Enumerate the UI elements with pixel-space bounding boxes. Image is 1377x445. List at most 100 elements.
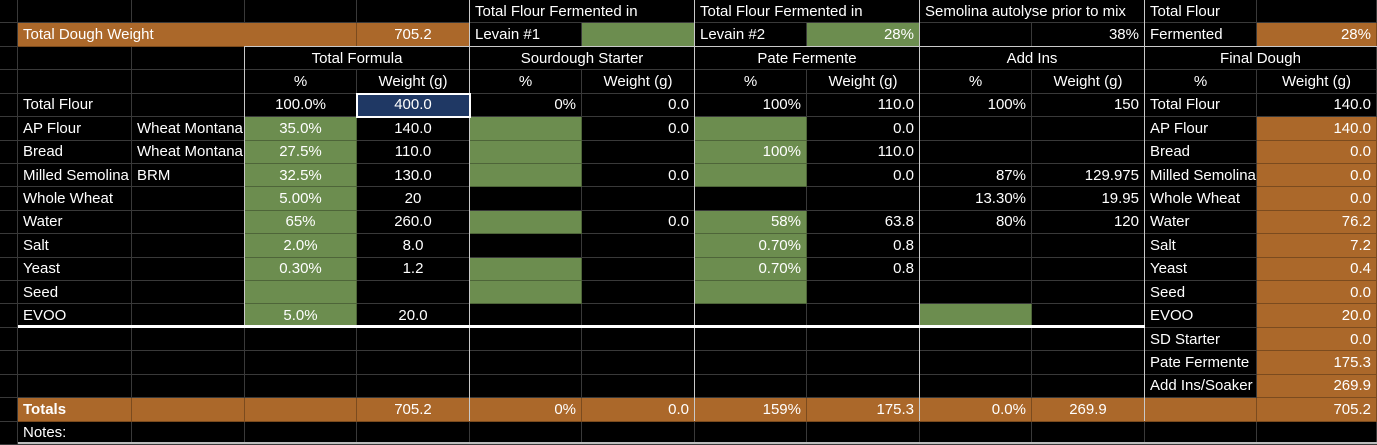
cell-A2[interactable]: [0, 23, 18, 47]
cell-H15[interactable]: [695, 327, 807, 352]
cell-H8[interactable]: [695, 163, 807, 188]
cell-A3[interactable]: [0, 46, 18, 71]
cell-H5[interactable]: 100%: [695, 93, 807, 118]
cell-G19[interactable]: [582, 421, 695, 445]
cell-B1[interactable]: [18, 0, 132, 24]
cell-M8[interactable]: 0.0: [1257, 163, 1377, 188]
cell-I7[interactable]: 110.0: [807, 140, 920, 164]
cell-M16[interactable]: 175.3: [1257, 351, 1377, 375]
cell-B11[interactable]: Salt: [18, 234, 132, 258]
cell-J18[interactable]: 0.0%: [920, 398, 1032, 422]
cell-E13[interactable]: [357, 281, 470, 305]
cell-L1[interactable]: Total Flour: [1145, 0, 1257, 24]
cell-C7[interactable]: Wheat Montana: [132, 140, 245, 164]
cell-C11[interactable]: [132, 234, 245, 258]
cell-L9[interactable]: Whole Wheat: [1145, 187, 1257, 211]
cell-M12[interactable]: 0.4: [1257, 257, 1377, 282]
cell-F13[interactable]: [470, 281, 582, 305]
cell-B10[interactable]: Water: [18, 210, 132, 235]
cell-E1[interactable]: [357, 0, 470, 24]
cell-M13[interactable]: 0.0: [1257, 281, 1377, 305]
cell-M1[interactable]: [1257, 0, 1377, 24]
cell-C1[interactable]: [132, 0, 245, 24]
cell-G2[interactable]: [582, 23, 695, 47]
cell-I16[interactable]: [807, 351, 920, 375]
cell-I8[interactable]: 0.0: [807, 163, 920, 188]
cell-J10[interactable]: 80%: [920, 210, 1032, 235]
cell-H2[interactable]: Levain #2: [695, 23, 807, 47]
cell-E2[interactable]: 705.2: [357, 23, 470, 47]
cell-H13[interactable]: [695, 281, 807, 305]
cell-D11[interactable]: 2.0%: [245, 234, 357, 258]
cell-J11[interactable]: [920, 234, 1032, 258]
cell-H14[interactable]: [695, 304, 807, 328]
cell-L17[interactable]: Add Ins/Soaker: [1145, 374, 1257, 399]
cell-K10[interactable]: 120: [1032, 210, 1145, 235]
cell-J4[interactable]: %: [920, 70, 1032, 94]
cell-B7[interactable]: Bread: [18, 140, 132, 164]
cell-E4[interactable]: Weight (g): [357, 70, 470, 94]
cell-E15[interactable]: [357, 327, 470, 352]
cell-B3[interactable]: [18, 46, 132, 71]
cell-K16[interactable]: [1032, 351, 1145, 375]
cell-A1[interactable]: [0, 0, 18, 24]
cell-F6[interactable]: [470, 117, 582, 141]
cell-I2[interactable]: 28%: [807, 23, 920, 47]
cell-F9[interactable]: [470, 187, 582, 211]
cell-G14[interactable]: [582, 304, 695, 328]
cell-M11[interactable]: 7.2: [1257, 234, 1377, 258]
cell-H9[interactable]: [695, 187, 807, 211]
cell-M4[interactable]: Weight (g): [1257, 70, 1377, 94]
cell-D3[interactable]: Total Formula: [245, 46, 470, 71]
cell-E16[interactable]: [357, 351, 470, 375]
cell-B8[interactable]: Milled Semolina: [18, 163, 132, 188]
cell-D18[interactable]: [245, 398, 357, 422]
cell-K5[interactable]: 150: [1032, 93, 1145, 118]
cell-H4[interactable]: %: [695, 70, 807, 94]
cell-A12[interactable]: [0, 257, 18, 282]
cell-F11[interactable]: [470, 234, 582, 258]
cell-I10[interactable]: 63.8: [807, 210, 920, 235]
cell-F5[interactable]: 0%: [470, 93, 582, 118]
cell-A18[interactable]: [0, 398, 18, 422]
cell-H1[interactable]: Total Flour Fermented in: [695, 0, 920, 24]
cell-K13[interactable]: [1032, 281, 1145, 305]
cell-K19[interactable]: [1032, 421, 1145, 445]
cell-M2[interactable]: 28%: [1257, 23, 1377, 47]
cell-H12[interactable]: 0.70%: [695, 257, 807, 282]
cell-A5[interactable]: [0, 93, 18, 118]
cell-G10[interactable]: 0.0: [582, 210, 695, 235]
cell-D19[interactable]: [245, 421, 357, 445]
cell-L10[interactable]: Water: [1145, 210, 1257, 235]
cell-I19[interactable]: [807, 421, 920, 445]
cell-E17[interactable]: [357, 374, 470, 399]
cell-I18[interactable]: 175.3: [807, 398, 920, 422]
cell-F8[interactable]: [470, 163, 582, 188]
cell-K7[interactable]: [1032, 140, 1145, 164]
cell-L15[interactable]: SD Starter: [1145, 327, 1257, 352]
cell-A19[interactable]: [0, 421, 18, 445]
cell-A6[interactable]: [0, 117, 18, 141]
cell-H11[interactable]: 0.70%: [695, 234, 807, 258]
cell-F12[interactable]: [470, 257, 582, 282]
cell-J3[interactable]: Add Ins: [920, 46, 1145, 71]
cell-J6[interactable]: [920, 117, 1032, 141]
cell-D15[interactable]: [245, 327, 357, 352]
cell-J7[interactable]: [920, 140, 1032, 164]
cell-M10[interactable]: 76.2: [1257, 210, 1377, 235]
cell-G17[interactable]: [582, 374, 695, 399]
cell-F10[interactable]: [470, 210, 582, 235]
cell-L13[interactable]: Seed: [1145, 281, 1257, 305]
cell-M17[interactable]: 269.9: [1257, 374, 1377, 399]
cell-J19[interactable]: [920, 421, 1032, 445]
cell-L3[interactable]: Final Dough: [1145, 46, 1377, 71]
cell-A14[interactable]: [0, 304, 18, 328]
cell-K14[interactable]: [1032, 304, 1145, 328]
cell-A9[interactable]: [0, 187, 18, 211]
cell-A15[interactable]: [0, 327, 18, 352]
cell-L14[interactable]: EVOO: [1145, 304, 1257, 328]
cell-D17[interactable]: [245, 374, 357, 399]
cell-H10[interactable]: 58%: [695, 210, 807, 235]
cell-H17[interactable]: [695, 374, 807, 399]
cell-D4[interactable]: %: [245, 70, 357, 94]
